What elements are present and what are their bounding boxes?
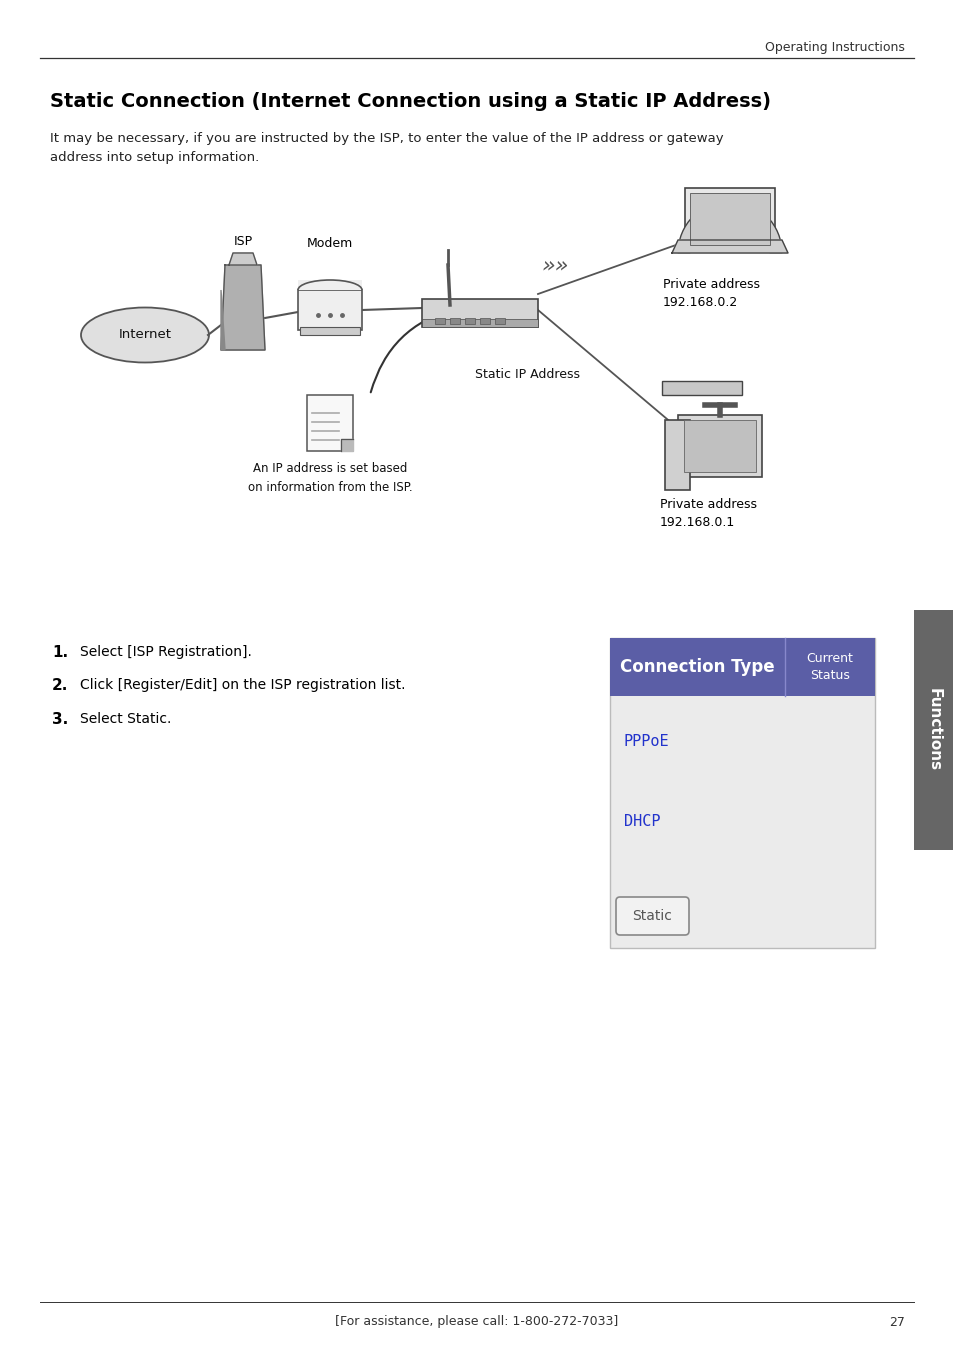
Text: An IP address is set based
on information from the ISP.: An IP address is set based on informatio…: [248, 462, 412, 493]
FancyBboxPatch shape: [616, 896, 688, 936]
Text: PPPoE: PPPoE: [623, 735, 669, 749]
FancyBboxPatch shape: [297, 290, 361, 330]
Text: Static: Static: [632, 909, 672, 923]
FancyBboxPatch shape: [609, 638, 874, 948]
Text: 27: 27: [888, 1316, 904, 1329]
Text: Private address
192.168.0.1: Private address 192.168.0.1: [659, 497, 757, 528]
FancyBboxPatch shape: [495, 318, 504, 324]
Text: Private address
192.168.0.2: Private address 192.168.0.2: [662, 278, 760, 309]
FancyBboxPatch shape: [299, 328, 359, 336]
Text: Click [Register/Edit] on the ISP registration list.: Click [Register/Edit] on the ISP registr…: [80, 678, 405, 692]
Text: Connection Type: Connection Type: [619, 658, 774, 675]
Text: 1.: 1.: [52, 644, 68, 661]
Polygon shape: [221, 266, 265, 350]
FancyBboxPatch shape: [684, 187, 774, 249]
FancyBboxPatch shape: [683, 421, 755, 472]
FancyBboxPatch shape: [435, 318, 444, 324]
FancyBboxPatch shape: [479, 318, 490, 324]
FancyBboxPatch shape: [913, 611, 953, 851]
FancyBboxPatch shape: [784, 638, 874, 696]
FancyBboxPatch shape: [297, 280, 361, 290]
Text: Modem: Modem: [307, 237, 353, 249]
FancyBboxPatch shape: [689, 193, 769, 245]
FancyBboxPatch shape: [450, 318, 459, 324]
Polygon shape: [340, 439, 353, 452]
FancyBboxPatch shape: [664, 421, 689, 491]
FancyBboxPatch shape: [421, 299, 537, 328]
Text: Static Connection (Internet Connection using a Static IP Address): Static Connection (Internet Connection u…: [50, 92, 770, 111]
Text: DHCP: DHCP: [623, 814, 659, 829]
Polygon shape: [221, 290, 225, 350]
Wedge shape: [678, 201, 781, 253]
Polygon shape: [229, 253, 256, 266]
Text: ISP: ISP: [233, 235, 253, 248]
Ellipse shape: [81, 307, 209, 363]
Text: Current
Status: Current Status: [805, 652, 853, 682]
FancyBboxPatch shape: [661, 381, 741, 395]
Text: Select [ISP Registration].: Select [ISP Registration].: [80, 644, 252, 659]
FancyBboxPatch shape: [464, 318, 475, 324]
FancyBboxPatch shape: [307, 395, 353, 452]
Text: Select Static.: Select Static.: [80, 712, 172, 727]
Text: Operating Instructions: Operating Instructions: [764, 42, 904, 54]
Text: Functions: Functions: [925, 689, 941, 771]
Text: Static IP Address: Static IP Address: [475, 368, 579, 381]
Text: 3.: 3.: [52, 712, 69, 727]
Text: [For assistance, please call: 1-800-272-7033]: [For assistance, please call: 1-800-272-…: [335, 1316, 618, 1329]
FancyBboxPatch shape: [421, 319, 537, 328]
Text: It may be necessary, if you are instructed by the ISP, to enter the value of the: It may be necessary, if you are instruct…: [50, 132, 723, 164]
Text: »»: »»: [540, 255, 568, 275]
FancyBboxPatch shape: [678, 415, 761, 477]
Text: Internet: Internet: [118, 329, 172, 341]
Polygon shape: [671, 240, 787, 253]
FancyBboxPatch shape: [609, 638, 784, 696]
Text: 2.: 2.: [52, 678, 69, 693]
